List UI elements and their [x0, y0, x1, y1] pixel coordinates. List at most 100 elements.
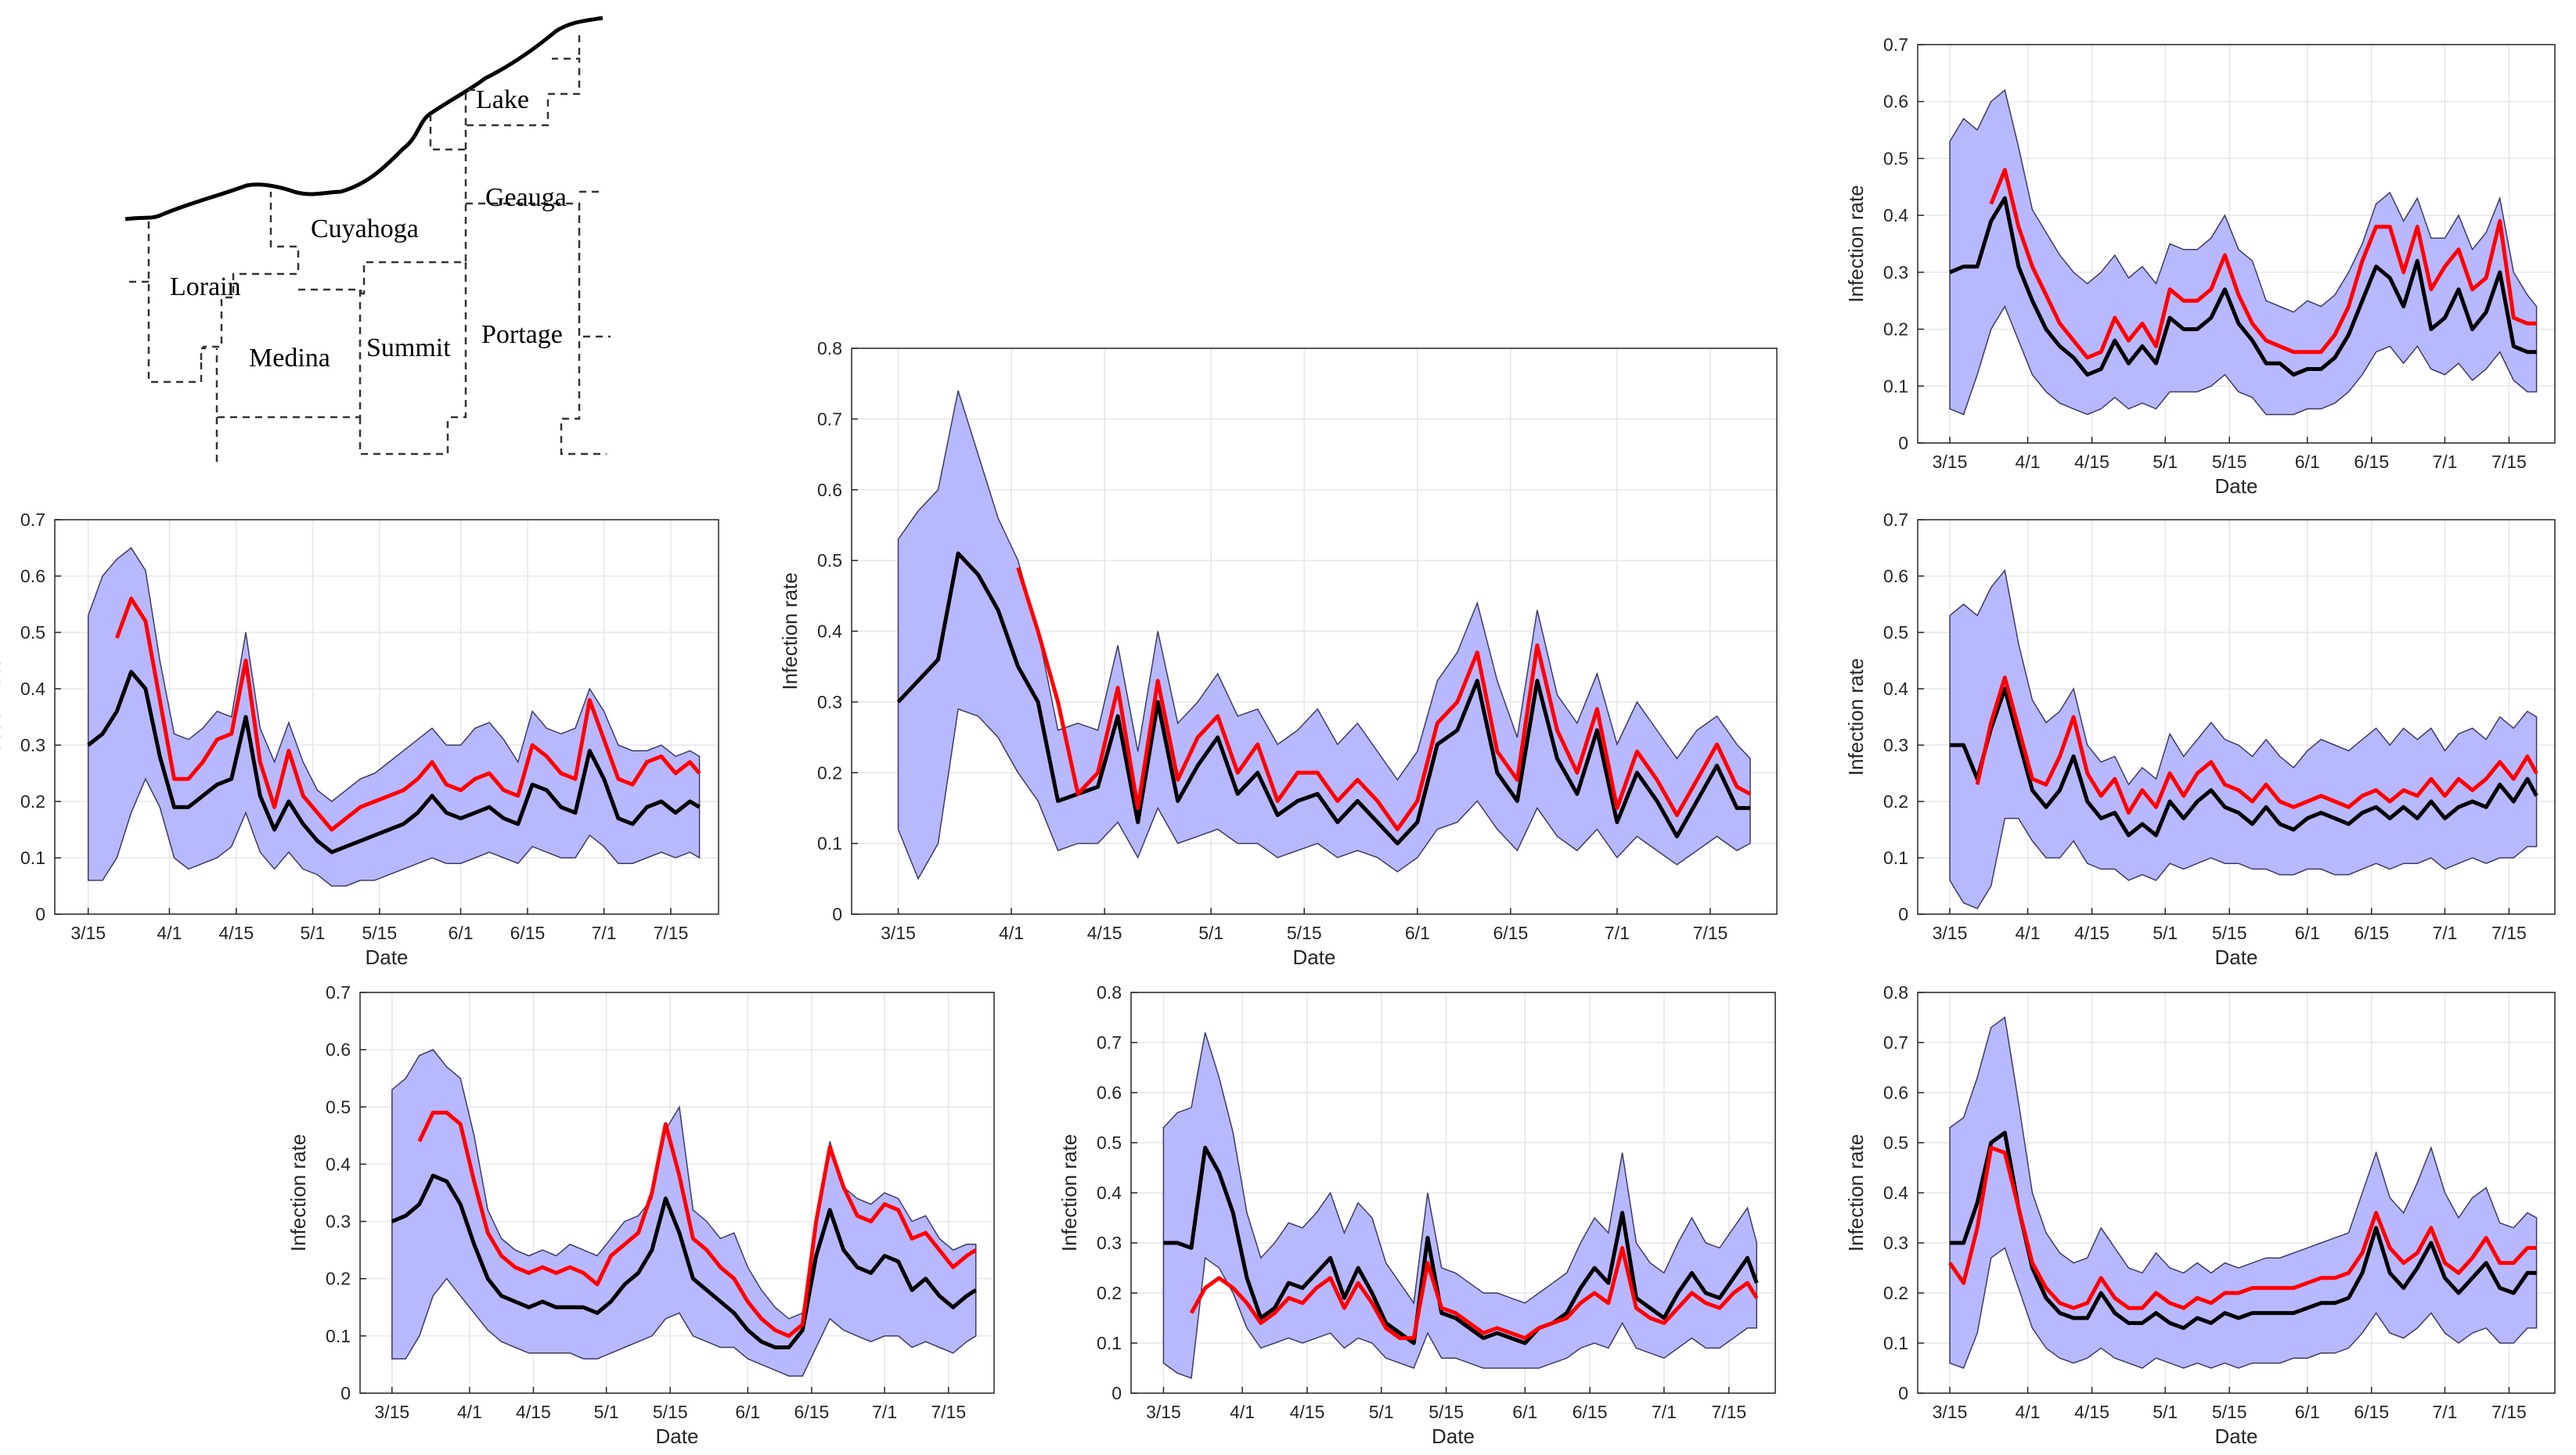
y-tick-label: 0.6 [1883, 566, 1908, 586]
y-tick-label: 0 [1111, 1383, 1122, 1403]
y-tick-label: 0.3 [1883, 735, 1908, 755]
x-axis-label: Date [2215, 945, 2258, 969]
y-tick-label: 0.7 [1883, 1032, 1908, 1053]
y-tick-label: 0 [832, 904, 842, 924]
x-tick-label: 3/15 [1933, 452, 1968, 472]
x-tick-label: 4/15 [2074, 452, 2109, 472]
x-axis-label: Date [366, 945, 409, 969]
x-tick-label: 7/15 [2491, 923, 2527, 943]
x-tick-label: 5/1 [1198, 923, 1223, 943]
y-tick-label: 0.3 [817, 692, 842, 712]
x-tick-label: 4/15 [516, 1402, 551, 1422]
axes-box [1917, 44, 2556, 444]
x-tick-label: 7/1 [2432, 1402, 2457, 1422]
y-tick-label: 0.5 [1097, 1133, 1122, 1153]
y-tick-label: 0.4 [1883, 1183, 1908, 1203]
x-tick-label: 6/15 [2354, 923, 2389, 943]
y-tick-label: 0 [340, 1383, 351, 1403]
y-axis-label: Infection rate [1844, 185, 1868, 302]
black-series-line [1950, 1130, 2537, 1331]
x-tick-label: 6/15 [510, 923, 546, 943]
y-tick-label: 0.2 [1883, 791, 1908, 812]
red-series-line [114, 596, 701, 832]
x-tick-label: 3/15 [374, 1402, 409, 1422]
y-tick-label: 0.1 [1883, 376, 1908, 396]
x-tick-label: 5/1 [1369, 1402, 1394, 1422]
x-tick-label: 6/15 [794, 1402, 830, 1422]
confidence-band [897, 390, 1751, 881]
x-tick-label: 7/15 [2491, 1402, 2527, 1422]
y-tick-label: 0.2 [1097, 1283, 1122, 1303]
x-axis-label: Date [1432, 1424, 1475, 1448]
y-tick-label: 0.5 [1883, 148, 1908, 168]
red-series-line [1016, 567, 1752, 831]
county-map: Lake Geauga Cuyahoga Lorain Medina Summi… [124, 16, 611, 462]
x-tick-label: 5/15 [2212, 452, 2247, 472]
y-tick-label: 0.7 [1883, 34, 1908, 55]
y-tick-label: 0.2 [20, 791, 45, 812]
county-label-portage: Portage [481, 320, 563, 349]
x-tick-label: 5/1 [2153, 1402, 2178, 1422]
x-axis-label: Date [2215, 474, 2258, 498]
county-label-geauga: Geauga [485, 183, 567, 212]
x-tick-label: 4/1 [2016, 452, 2041, 472]
y-tick-label: 0.7 [20, 510, 45, 530]
red-series-line [1189, 1245, 1759, 1341]
y-tick-label: 0.3 [1883, 1233, 1908, 1253]
y-tick-label: 0.5 [20, 622, 45, 643]
county-borders [129, 35, 611, 462]
confidence-band [1949, 88, 2538, 416]
x-tick-label: 5/1 [2153, 452, 2178, 472]
x-tick-label: 3/15 [1146, 1402, 1181, 1422]
axes-box [359, 992, 995, 1394]
y-tick-label: 0.2 [817, 762, 842, 783]
y-axis-label: Infection rate [778, 572, 802, 690]
red-series-line [1947, 1145, 2537, 1310]
x-tick-label: 4/15 [1290, 1402, 1325, 1422]
x-tick-label: 7/1 [1652, 1402, 1677, 1422]
y-tick-label: 0.1 [20, 848, 45, 868]
y-axis-label: Infection rate [1844, 658, 1868, 776]
axes-box [54, 519, 719, 915]
x-tick-label: 4/1 [157, 923, 182, 943]
x-tick-label: 7/1 [872, 1402, 897, 1422]
y-tick-label: 0.4 [20, 679, 45, 699]
y-tick-label: 0.6 [326, 1039, 351, 1060]
axes-box [1917, 519, 2556, 915]
x-tick-label: 4/15 [2074, 923, 2109, 943]
y-tick-label: 0.4 [1097, 1183, 1122, 1203]
county-label-summit: Summit [366, 333, 451, 362]
x-tick-label: 7/1 [2432, 923, 2457, 943]
x-tick-label: 6/15 [1573, 1402, 1608, 1422]
x-tick-label: 5/1 [2153, 923, 2178, 943]
y-tick-label: 0.1 [817, 834, 842, 854]
x-tick-label: 6/1 [2295, 452, 2320, 472]
x-tick-label: 6/15 [2354, 1402, 2389, 1422]
y-tick-label: 0.6 [817, 480, 842, 500]
y-tick-label: 0 [35, 904, 45, 924]
x-tick-label: 6/1 [735, 1402, 760, 1422]
y-tick-label: 0.6 [1883, 1082, 1908, 1103]
x-axis-label: Date [656, 1424, 699, 1448]
x-tick-label: 7/1 [2432, 452, 2457, 472]
y-tick-label: 0.5 [326, 1097, 351, 1117]
y-axis-label: Infection rate [0, 658, 5, 776]
x-tick-label: 6/1 [1405, 923, 1430, 943]
lake-erie-shoreline [124, 16, 603, 221]
x-tick-label: 5/15 [2212, 1402, 2247, 1422]
y-tick-label: 0 [1898, 433, 1908, 453]
x-tick-label: 4/15 [1087, 923, 1122, 943]
y-tick-label: 0.4 [326, 1154, 351, 1174]
x-axis-label: Date [2215, 1424, 2258, 1448]
y-tick-label: 0.3 [326, 1212, 351, 1232]
x-tick-label: 4/1 [999, 923, 1024, 943]
x-tick-label: 6/1 [2295, 1402, 2320, 1422]
y-tick-label: 0.1 [1097, 1333, 1122, 1353]
y-tick-label: 0.4 [1883, 679, 1908, 699]
y-tick-label: 0.4 [1883, 205, 1908, 225]
county-label-medina: Medina [249, 344, 330, 373]
